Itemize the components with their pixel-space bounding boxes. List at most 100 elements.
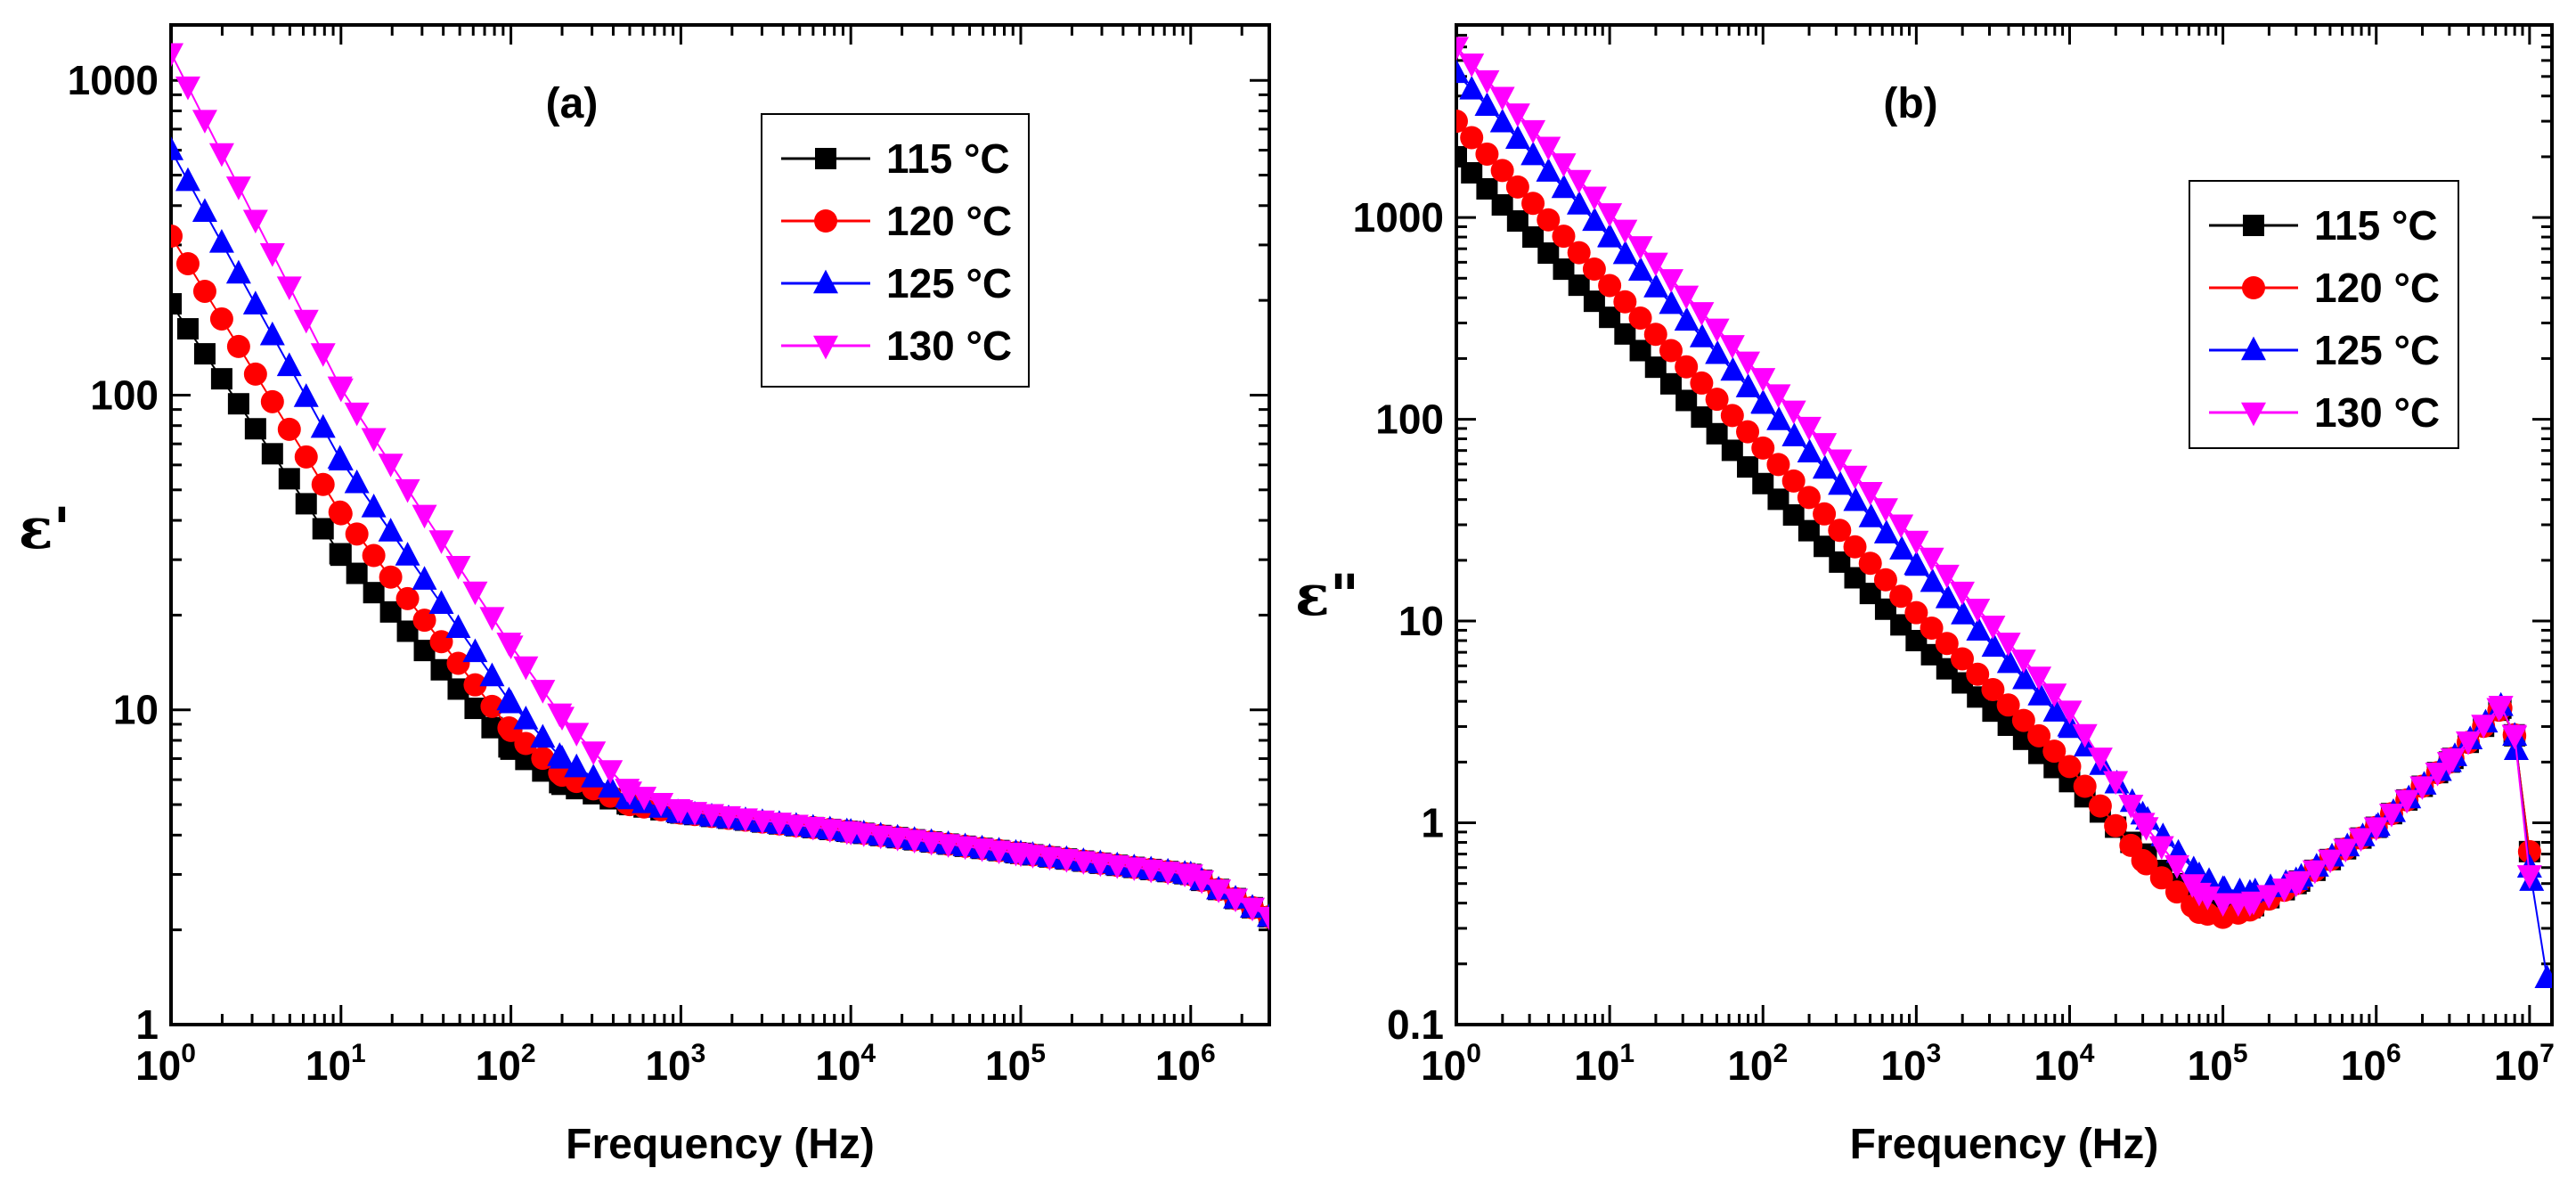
x-tick-exponent: 6 xyxy=(1201,1039,1216,1068)
data-point xyxy=(1904,600,1928,625)
data-point xyxy=(171,225,183,249)
data-point xyxy=(1889,535,1915,560)
data-point xyxy=(2103,771,2129,796)
x-tick-exponent: 1 xyxy=(1619,1039,1634,1068)
x-tick-exponent: 1 xyxy=(351,1039,366,1068)
data-point xyxy=(1551,153,1577,177)
data-point xyxy=(1567,241,1591,265)
data-point xyxy=(463,673,487,697)
x-tick-base: 10 xyxy=(1727,1042,1773,1089)
x-tick-base: 10 xyxy=(1880,1042,1926,1089)
data-point xyxy=(446,651,470,675)
data-point xyxy=(1981,678,2005,702)
data-point xyxy=(2104,813,2128,837)
data-point xyxy=(1138,859,1164,884)
data-point xyxy=(1627,257,1653,282)
legend-marker xyxy=(2242,276,2265,299)
x-tick-exponent: 6 xyxy=(2386,1039,2401,1068)
data-point xyxy=(1750,368,1776,392)
panel-label: (b) xyxy=(1883,80,1937,127)
data-point xyxy=(2287,870,2312,895)
x-axis-title: Frequency (Hz) xyxy=(1850,1121,2159,1168)
data-point xyxy=(208,229,234,253)
data-point xyxy=(1456,59,1469,84)
data-point xyxy=(1812,454,1838,479)
data-point xyxy=(1456,145,1467,167)
data-point xyxy=(379,565,403,589)
data-point xyxy=(1797,486,1821,510)
data-point xyxy=(1613,290,1637,314)
data-point xyxy=(1522,226,1545,249)
data-point xyxy=(261,443,283,465)
data-point xyxy=(192,198,217,223)
data-point xyxy=(171,136,183,160)
data-point xyxy=(2134,852,2158,876)
data-point xyxy=(2440,748,2466,772)
data-point xyxy=(2516,865,2542,889)
x-tick-base: 10 xyxy=(1574,1042,1619,1089)
data-point xyxy=(1873,519,1899,543)
legend-item: 120 °C xyxy=(2209,265,2440,311)
data-point xyxy=(2042,683,2067,707)
data-point xyxy=(2409,776,2435,800)
x-tick-base: 10 xyxy=(1155,1042,1201,1089)
x-tick-base: 10 xyxy=(1421,1042,1466,1089)
data-point xyxy=(715,805,741,830)
data-point xyxy=(1828,519,1852,543)
data-point xyxy=(1996,649,2022,674)
data-point xyxy=(330,544,352,567)
data-point xyxy=(1520,141,1546,166)
legend-label: 125 °C xyxy=(886,260,1012,306)
data-point xyxy=(1088,853,1113,878)
data-point xyxy=(2488,696,2514,720)
x-tick-exponent: 4 xyxy=(860,1039,876,1068)
data-point xyxy=(210,368,232,390)
x-tick-label: 101 xyxy=(306,1039,366,1089)
x-tick-label: 101 xyxy=(1574,1039,1634,1089)
data-point xyxy=(1843,486,1869,511)
x-tick-base: 10 xyxy=(985,1042,1031,1089)
data-point xyxy=(1750,389,1776,414)
data-point xyxy=(1582,207,1608,232)
data-point xyxy=(2027,682,2053,706)
series-0 xyxy=(171,293,1269,928)
data-point xyxy=(1950,581,1975,606)
data-point xyxy=(1474,92,1500,117)
data-point xyxy=(1536,158,1561,182)
data-point xyxy=(530,680,556,704)
data-point xyxy=(225,259,251,284)
legend-item: 115 °C xyxy=(2209,202,2438,249)
chart-panel-b: 100 101 102 103 104 105 106 1070.11101001000Fre… xyxy=(1295,23,2555,1168)
data-point xyxy=(598,773,624,798)
x-tick-base: 10 xyxy=(815,1042,860,1089)
data-point xyxy=(1765,384,1791,409)
y-tick-label: 100 xyxy=(90,372,159,418)
data-point xyxy=(226,334,250,358)
data-point xyxy=(1904,551,1930,576)
data-point xyxy=(1551,174,1577,199)
data-point xyxy=(1951,600,1977,625)
data-point xyxy=(1674,306,1700,331)
legend-label: 125 °C xyxy=(2314,327,2440,373)
data-point xyxy=(479,607,505,631)
data-point xyxy=(311,472,335,496)
data-point xyxy=(1920,568,1945,592)
data-point xyxy=(1736,420,1760,444)
x-tick-base: 10 xyxy=(2494,1042,2539,1089)
data-point xyxy=(1812,433,1838,457)
series-3 xyxy=(171,43,1269,931)
data-point xyxy=(395,586,420,610)
data-point xyxy=(1935,584,1961,609)
data-point xyxy=(1643,323,1667,347)
data-point xyxy=(2195,886,2221,911)
x-tick-base: 10 xyxy=(135,1042,181,1089)
data-point xyxy=(1459,76,1485,100)
data-point xyxy=(2318,849,2344,874)
y-tick-label: 1000 xyxy=(68,57,159,103)
data-point xyxy=(1658,269,1683,293)
data-point xyxy=(259,242,285,267)
data-point xyxy=(428,590,454,614)
data-point xyxy=(2241,891,2267,916)
data-point xyxy=(1037,846,1063,871)
